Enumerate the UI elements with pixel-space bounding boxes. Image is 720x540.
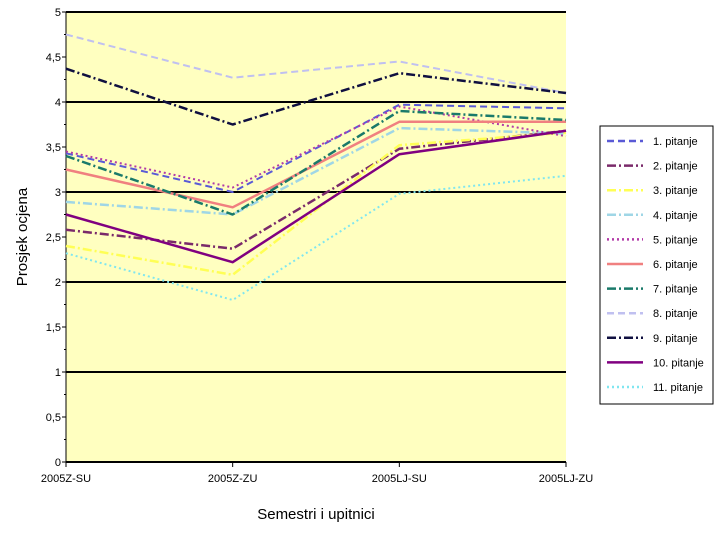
y-axis-title: Prosjek ocjena: [14, 187, 31, 286]
legend-label: 7. pitanje: [653, 284, 698, 296]
legend-label: 11. pitanje: [653, 382, 703, 394]
series-group: [65, 33, 567, 301]
y-tick-label: 1: [55, 367, 61, 379]
x-tick-label: 2005LJ-SU: [372, 473, 427, 485]
series-line-4: [65, 126, 567, 216]
legend-label: 3. pitanje: [653, 185, 698, 197]
x-axis-title: Semestri i upitnici: [257, 506, 375, 523]
y-tick-label: 3: [55, 187, 61, 199]
series-line-9: [65, 67, 567, 126]
legend: 1. pitanje 2. pitanje 3. pitanje 4. pitanje…: [599, 125, 714, 405]
series-line-8: [65, 33, 567, 94]
y-tick-label: 2,5: [46, 232, 61, 244]
series-line-3: [65, 131, 567, 277]
series-line-1: [65, 103, 567, 193]
plot-area: [66, 12, 566, 462]
legend-label: 2. pitanje: [653, 161, 698, 173]
y-axis: 0 0,5 1 1,5 2 2,5 3 3,5 4 4,5 5: [46, 7, 67, 469]
y-tick-label: 4,5: [46, 52, 61, 64]
series-line-10: [65, 129, 567, 264]
legend-label: 9. pitanje: [653, 333, 698, 345]
legend-label: 1. pitanje: [653, 136, 698, 148]
legend-label: 4. pitanje: [653, 210, 698, 222]
legend-box: [599, 125, 714, 405]
y-tick-label: 3,5: [46, 142, 61, 154]
series-line-7: [65, 109, 567, 216]
series-line-11: [65, 174, 567, 301]
y-tick-label: 5: [55, 7, 61, 19]
series-line-6: [65, 120, 566, 209]
y-tick-label: 0,5: [46, 412, 61, 424]
legend-label: 8. pitanje: [653, 308, 698, 320]
legend-label: 10. pitanje: [653, 357, 704, 369]
legend-label: 6. pitanje: [653, 259, 698, 271]
x-tick-label: 2005Z-ZU: [208, 473, 258, 485]
x-axis: 2005Z-SU 2005Z-ZU 2005LJ-SU 2005LJ-ZU: [41, 461, 593, 485]
y-tick-label: 4: [55, 97, 61, 109]
x-tick-label: 2005Z-SU: [41, 473, 91, 485]
y-tick-label: 1,5: [46, 322, 61, 334]
y-tick-label: 2: [55, 277, 61, 289]
y-tick-label: 0: [55, 457, 61, 469]
legend-label: 5. pitanje: [653, 234, 698, 246]
x-tick-label: 2005LJ-ZU: [539, 473, 593, 485]
